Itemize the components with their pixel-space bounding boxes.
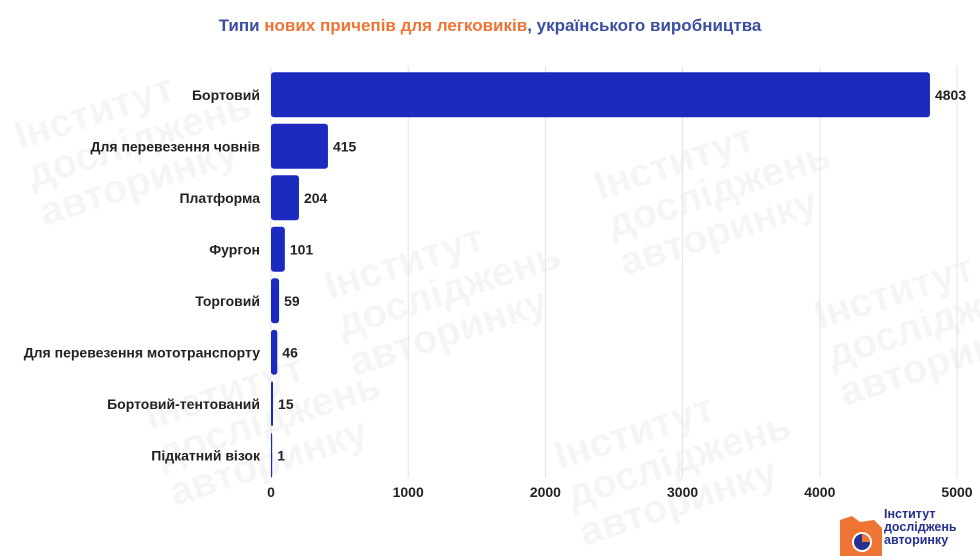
value-label: 59 xyxy=(284,293,300,309)
value-label: 46 xyxy=(282,344,298,360)
x-tick-label: 0 xyxy=(267,484,275,500)
x-tick-label: 5000 xyxy=(941,484,972,500)
chart-title-part3: , українського виробництва xyxy=(527,16,762,35)
institute-logo: Інститут досліджень авторинку xyxy=(838,506,978,558)
bar xyxy=(271,123,328,169)
x-tick-label: 4000 xyxy=(804,484,835,500)
category-label: Торговий xyxy=(195,293,260,309)
bar xyxy=(271,72,930,118)
chart-title-highlight: нових причепів для легковиків xyxy=(264,16,528,35)
bar xyxy=(271,329,278,375)
logo-line-3: авторинку xyxy=(884,533,949,547)
category-label: Для перевезення мототранспорту xyxy=(24,344,261,360)
logo-line-2: досліджень xyxy=(884,520,957,534)
bar xyxy=(271,381,274,427)
category-label: Бортовий-тентований xyxy=(107,396,260,412)
logo-line-1: Інститут xyxy=(884,507,936,521)
bar xyxy=(271,278,280,324)
value-label: 415 xyxy=(333,138,357,154)
value-label: 4803 xyxy=(935,87,966,103)
value-label: 101 xyxy=(290,241,314,257)
category-label: Бортовий xyxy=(192,87,260,103)
value-label: 15 xyxy=(278,396,294,412)
chart-title: Типи нових причепів для легковиків, укра… xyxy=(0,16,980,36)
bar xyxy=(271,432,273,478)
logo-emblem-icon xyxy=(840,516,882,556)
x-tick-label: 2000 xyxy=(530,484,561,500)
bar xyxy=(271,175,299,221)
bar xyxy=(271,226,285,272)
chart-title-part1: Типи xyxy=(218,16,265,35)
x-tick-label: 3000 xyxy=(667,484,698,500)
category-label: Підкатний візок xyxy=(151,447,261,463)
category-label: Для перевезення човнів xyxy=(91,138,261,154)
value-label: 1 xyxy=(277,447,285,463)
category-label: Фургон xyxy=(209,241,260,257)
x-tick-label: 1000 xyxy=(393,484,424,500)
category-label: Платформа xyxy=(179,190,260,206)
value-label: 204 xyxy=(304,190,328,206)
